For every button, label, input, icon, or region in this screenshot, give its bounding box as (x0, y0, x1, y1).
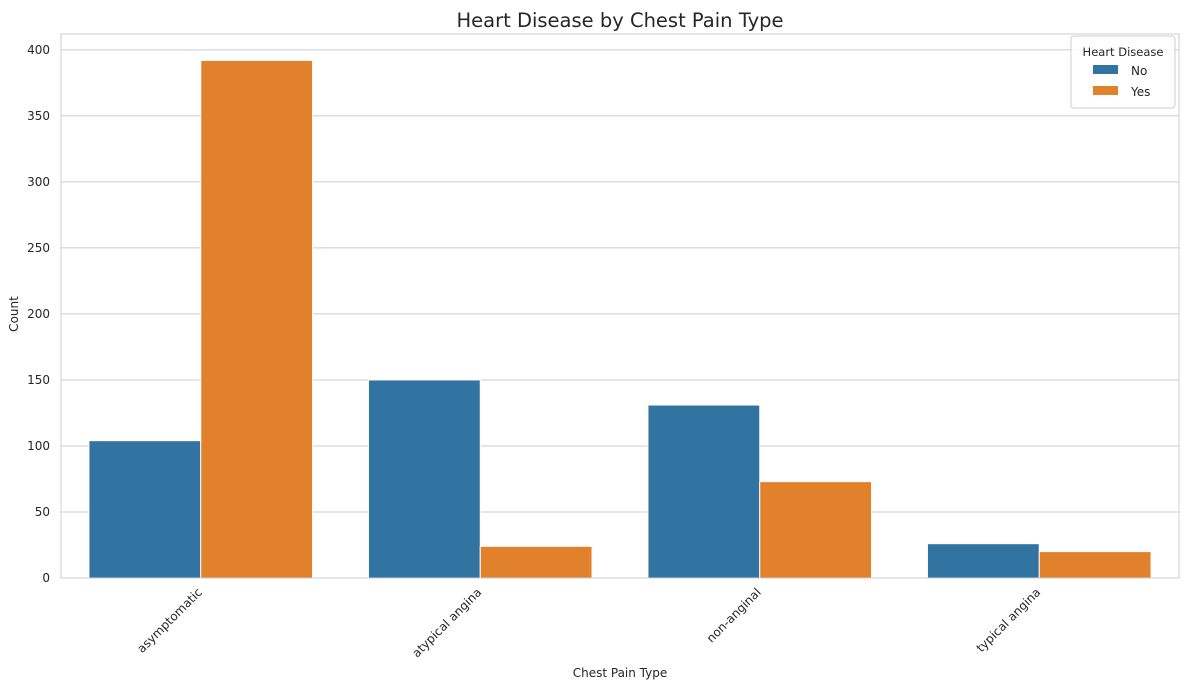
x-axis-label: Chest Pain Type (573, 666, 668, 680)
y-tick-label: 150 (27, 373, 50, 387)
bar-no-2 (647, 404, 761, 579)
y-tick-label: 100 (27, 439, 50, 453)
bar-yes-0 (200, 59, 314, 579)
legend-label-yes: Yes (1130, 85, 1150, 99)
legend-swatch-no (1093, 65, 1118, 74)
bar-no-0 (88, 440, 202, 579)
y-axis-label: Count (7, 296, 21, 332)
y-tick-label: 250 (27, 241, 50, 255)
y-tick-label: 400 (27, 43, 50, 57)
legend-title: Heart Disease (1083, 45, 1164, 59)
bar-yes-2 (759, 481, 873, 579)
y-tick-label: 0 (42, 571, 50, 585)
legend: Heart Disease No Yes (1070, 35, 1176, 109)
legend-label-no: No (1131, 64, 1147, 78)
y-tick-label: 50 (35, 505, 50, 519)
bar-yes-1 (479, 545, 593, 579)
y-tick-label: 350 (27, 109, 50, 123)
chart-title: Heart Disease by Chest Pain Type (456, 9, 783, 32)
bar-no-1 (367, 379, 481, 579)
y-tick-label: 300 (27, 175, 50, 189)
bars (88, 59, 1152, 579)
plot-frame (60, 33, 1180, 579)
y-tick-label: 200 (27, 307, 50, 321)
y-tick-labels: 0 50 100 150 200 250 300 350 400 (27, 43, 50, 585)
bar-yes-3 (1038, 551, 1152, 579)
legend-swatch-yes (1093, 86, 1118, 95)
bar-no-3 (926, 543, 1040, 579)
